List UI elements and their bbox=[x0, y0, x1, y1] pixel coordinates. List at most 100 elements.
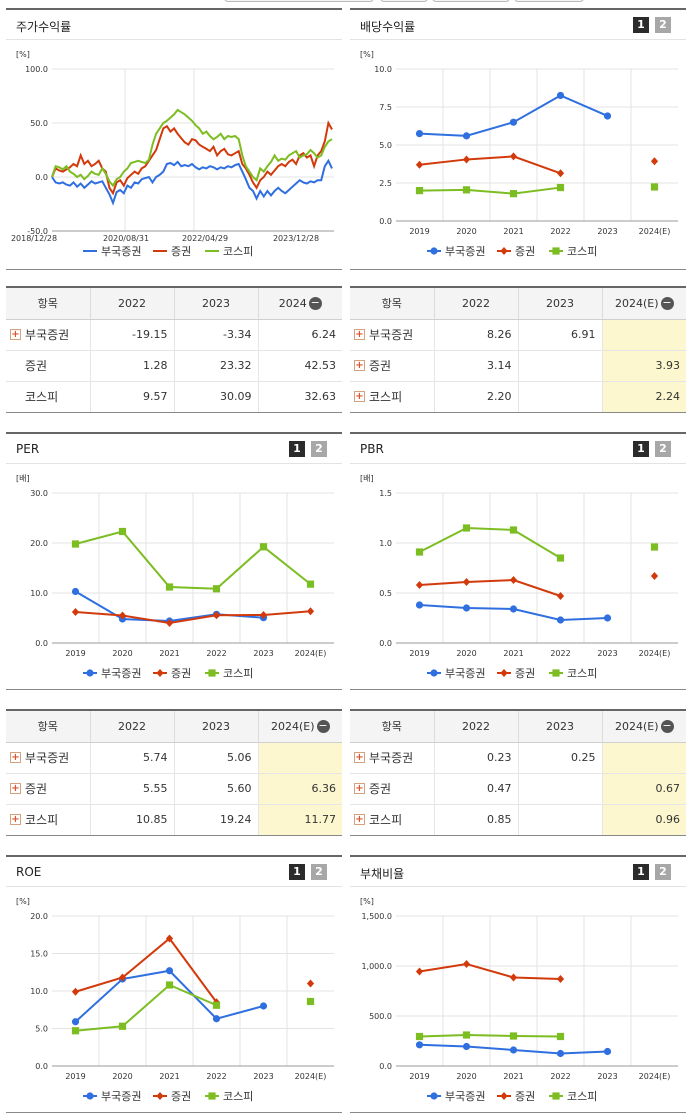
data-point bbox=[212, 1001, 221, 1009]
panel-title: PER bbox=[16, 442, 40, 456]
x-tick-label: 2024(E) bbox=[639, 1072, 671, 1081]
page-1-button[interactable]: 1 bbox=[289, 441, 305, 457]
expand-icon[interactable]: + bbox=[10, 329, 21, 340]
legend-marker bbox=[552, 1092, 560, 1100]
expand-icon[interactable]: + bbox=[10, 814, 21, 825]
panel-header: 주가수익률 bbox=[6, 10, 342, 40]
data-point bbox=[306, 580, 315, 588]
column-header: 2023 bbox=[517, 286, 602, 320]
table-cell: 1.28 bbox=[89, 350, 174, 382]
data-point bbox=[71, 987, 80, 996]
pbr-chart: [배] 1.5 1.0 0.5 0.0 2019 2020 2021 2022 2023 2024(… bbox=[360, 474, 678, 680]
page-2-button[interactable]: 2 bbox=[655, 864, 671, 880]
table-cell: -3.34 bbox=[173, 319, 258, 351]
column-header: 2024(E) − bbox=[601, 286, 686, 320]
panel-per: PER 1 2 [배] 30.0 20.0 10.0 0.0 2019 2020 2021 20… bbox=[6, 432, 342, 690]
collapse-icon[interactable]: − bbox=[660, 296, 674, 310]
data-point bbox=[462, 524, 471, 532]
page-2-button[interactable]: 2 bbox=[655, 17, 671, 33]
data-point bbox=[650, 157, 659, 166]
series-line bbox=[75, 983, 217, 1032]
column-header-label: 2022 bbox=[462, 297, 490, 310]
expand-icon[interactable]: + bbox=[354, 752, 365, 763]
table-header-row: 항목 2022 2023 2024(E) − bbox=[350, 709, 686, 743]
table-cell: 8.26 bbox=[433, 319, 518, 351]
y-tick-label: -50.0 bbox=[27, 227, 48, 236]
page-1-button[interactable]: 1 bbox=[633, 864, 649, 880]
legend-label: 증권 bbox=[171, 1090, 191, 1103]
legend-marker bbox=[430, 1092, 438, 1100]
table-row: + 코스피 0.85 0.96 bbox=[350, 804, 686, 836]
collapse-icon[interactable]: − bbox=[316, 719, 330, 733]
data-point bbox=[306, 607, 315, 616]
x-tick-label: 2021 bbox=[159, 1072, 179, 1081]
legend-marker bbox=[86, 1092, 94, 1100]
row-label-cell: + 증권 bbox=[350, 350, 434, 382]
page-1-button[interactable]: 1 bbox=[289, 864, 305, 880]
y-tick-label: 50.0 bbox=[30, 119, 48, 128]
data-point bbox=[556, 592, 565, 600]
expand-icon[interactable]: + bbox=[354, 391, 365, 402]
data-point bbox=[462, 186, 471, 194]
data-point bbox=[259, 611, 268, 619]
panel-debt-ratio: 부채비율 1 2 [%] 1,500.0 1,000.0 500.0 0.0 2019 20… bbox=[350, 855, 686, 1113]
expand-icon[interactable]: + bbox=[10, 752, 21, 763]
y-unit-label: [%] bbox=[16, 50, 30, 59]
table-cell: 5.06 bbox=[173, 742, 258, 774]
legend-label: 증권 bbox=[515, 245, 535, 258]
row-label-cell: + 코스피 bbox=[6, 804, 90, 836]
data-point bbox=[165, 583, 174, 591]
stock-return-table: 항목 2022 2023 2024− + 부국증권 -19.15 -3.34 6.24 증권 1.2… bbox=[6, 286, 342, 413]
data-point bbox=[462, 960, 471, 968]
x-tick-label: 2024(E) bbox=[295, 1072, 327, 1081]
row-label-cell: 코스피 bbox=[6, 381, 90, 413]
panel-title: 주가수익률 bbox=[16, 20, 72, 34]
x-tick-label: 2020/08/31 bbox=[103, 234, 149, 243]
table-cell: -19.15 bbox=[89, 319, 174, 351]
data-point bbox=[509, 576, 518, 584]
expand-icon[interactable]: + bbox=[10, 783, 21, 794]
dividend-yield-chart: [%]10.0 7.5 5.0 2.5 0.0 2019 2020 2021 2022 2023 2… bbox=[360, 50, 678, 258]
series-line bbox=[51, 108, 333, 188]
column-header: 2022 bbox=[89, 286, 174, 320]
page-2-button[interactable]: 2 bbox=[655, 441, 671, 457]
expand-icon[interactable]: + bbox=[354, 783, 365, 794]
data-point bbox=[165, 934, 174, 943]
column-header-label: 2024(E) bbox=[614, 297, 659, 310]
page-2-button[interactable]: 2 bbox=[311, 441, 327, 457]
legend-label: 부국증권 bbox=[101, 245, 141, 258]
expand-icon[interactable]: + bbox=[354, 360, 365, 371]
page-1-button[interactable]: 1 bbox=[633, 441, 649, 457]
expand-icon[interactable]: + bbox=[354, 814, 365, 825]
table-cell: 3.93 bbox=[601, 350, 686, 382]
column-header-label: 2022 bbox=[118, 720, 146, 733]
x-tick-label: 2021 bbox=[503, 1072, 523, 1081]
table-cell: 9.57 bbox=[89, 381, 174, 413]
page-2-button[interactable]: 2 bbox=[311, 864, 327, 880]
panel-header: PBR 1 2 bbox=[350, 434, 686, 464]
data-point bbox=[509, 526, 518, 534]
series-line bbox=[419, 526, 562, 559]
row-label: 코스피 bbox=[369, 813, 403, 827]
collapse-icon[interactable]: − bbox=[660, 719, 674, 733]
data-point bbox=[509, 973, 518, 982]
expand-icon[interactable]: + bbox=[354, 329, 365, 340]
panel-header: 부채비율 1 2 bbox=[350, 857, 686, 887]
y-tick-label: 0.0 bbox=[379, 639, 392, 648]
collapse-icon[interactable]: − bbox=[308, 296, 322, 310]
table-cell: 0.23 bbox=[433, 742, 518, 774]
data-point bbox=[212, 1015, 221, 1023]
panel-title: ROE bbox=[16, 865, 42, 879]
row-label: 증권 bbox=[25, 359, 48, 373]
row-label-cell: + 부국증권 bbox=[6, 742, 90, 774]
column-header: 2022 bbox=[433, 286, 518, 320]
panel-header: ROE 1 2 bbox=[6, 857, 342, 887]
x-tick-label: 2023 bbox=[597, 227, 617, 236]
legend-marker bbox=[430, 669, 438, 677]
top-edge-tabs bbox=[220, 0, 690, 6]
row-label: 증권 bbox=[25, 782, 48, 796]
x-tick-label: 2019 bbox=[65, 1072, 85, 1081]
data-point bbox=[415, 601, 424, 609]
series-line bbox=[419, 186, 561, 195]
page-1-button[interactable]: 1 bbox=[633, 17, 649, 33]
